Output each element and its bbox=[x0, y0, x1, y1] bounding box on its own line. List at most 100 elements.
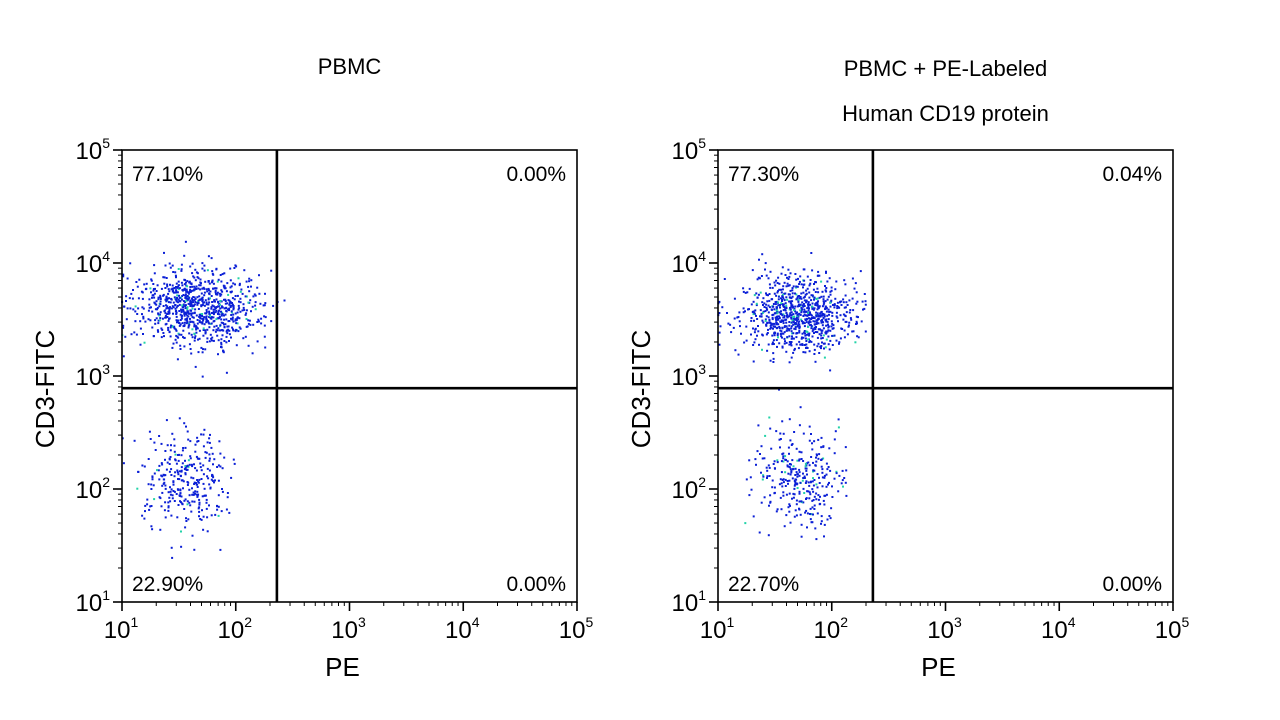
event-dot bbox=[744, 291, 747, 294]
event-dot bbox=[243, 269, 246, 272]
event-dot bbox=[827, 329, 830, 332]
event-dot bbox=[767, 343, 770, 346]
event-dot bbox=[831, 334, 834, 337]
event-dot bbox=[216, 291, 219, 294]
event-dot bbox=[220, 318, 223, 321]
event-dot bbox=[205, 507, 208, 510]
event-dot bbox=[816, 297, 819, 300]
event-dot bbox=[132, 308, 135, 311]
event-dot bbox=[788, 321, 791, 323]
event-dot bbox=[833, 306, 836, 309]
event-dot bbox=[801, 479, 804, 482]
event-dot bbox=[163, 276, 166, 279]
event-dot bbox=[808, 317, 811, 320]
event-dot bbox=[195, 482, 197, 484]
event-dot bbox=[787, 472, 790, 475]
event-dot bbox=[806, 490, 809, 493]
event-dot bbox=[750, 303, 753, 306]
population-1 bbox=[121, 240, 286, 378]
event-dot bbox=[804, 293, 807, 296]
event-dot bbox=[208, 459, 211, 462]
event-dot bbox=[193, 303, 196, 306]
event-dot bbox=[238, 326, 241, 329]
event-dot bbox=[256, 321, 259, 323]
event-dot bbox=[742, 307, 745, 310]
event-dot bbox=[246, 325, 249, 328]
event-dot bbox=[792, 492, 795, 495]
event-dot bbox=[837, 418, 840, 421]
event-dot bbox=[808, 296, 811, 299]
event-dot bbox=[172, 271, 175, 273]
event-dot bbox=[137, 307, 140, 310]
event-dot bbox=[808, 484, 811, 487]
event-dot bbox=[200, 469, 203, 472]
event-dot bbox=[783, 325, 786, 328]
event-dot bbox=[160, 327, 163, 330]
event-dot bbox=[819, 314, 822, 317]
event-dot bbox=[160, 474, 163, 477]
event-dot bbox=[188, 494, 191, 497]
event-dot bbox=[809, 513, 811, 515]
event-dot bbox=[187, 315, 190, 318]
event-dot bbox=[190, 476, 193, 479]
event-dot bbox=[174, 271, 177, 274]
event-dot bbox=[263, 335, 266, 338]
event-dot bbox=[800, 451, 803, 454]
x-axis-label: PE bbox=[325, 652, 360, 682]
event-dot bbox=[208, 301, 211, 304]
event-dot bbox=[168, 309, 171, 312]
event-dot bbox=[153, 292, 156, 295]
event-dot bbox=[772, 303, 775, 305]
event-dot bbox=[201, 315, 204, 317]
event-dot bbox=[264, 316, 267, 319]
event-dot bbox=[794, 481, 797, 484]
event-dot bbox=[784, 455, 787, 458]
x-tick-label: 103 bbox=[927, 614, 962, 644]
event-dot bbox=[169, 301, 172, 304]
event-dot bbox=[780, 291, 783, 294]
event-dot bbox=[193, 312, 196, 315]
event-dot bbox=[819, 315, 822, 318]
minor-ticks bbox=[714, 154, 1169, 606]
event-dot bbox=[224, 323, 227, 326]
event-dot bbox=[851, 277, 854, 280]
event-dot bbox=[817, 438, 820, 441]
event-dot bbox=[175, 276, 177, 279]
event-dot bbox=[163, 335, 165, 338]
event-dot bbox=[719, 325, 722, 328]
event-dot bbox=[855, 323, 857, 325]
event-dot bbox=[814, 360, 817, 363]
event-dot bbox=[860, 320, 863, 323]
event-dot bbox=[147, 309, 150, 312]
event-dot bbox=[773, 460, 776, 463]
event-dot bbox=[753, 311, 756, 314]
y-tick-label: 101 bbox=[672, 587, 707, 617]
event-dot bbox=[162, 305, 165, 307]
event-dot bbox=[768, 293, 771, 295]
event-dot bbox=[208, 457, 211, 460]
event-dot bbox=[848, 324, 850, 327]
event-dot bbox=[200, 346, 203, 349]
event-dot bbox=[151, 294, 154, 297]
event-dot bbox=[829, 305, 832, 308]
event-dot bbox=[815, 538, 818, 541]
event-dot bbox=[840, 300, 843, 303]
event-dot bbox=[765, 323, 768, 326]
event-dot bbox=[815, 483, 818, 486]
event-dot bbox=[204, 348, 207, 351]
event-dot bbox=[205, 312, 208, 315]
event-dot bbox=[204, 456, 207, 459]
event-dot bbox=[150, 278, 153, 281]
event-dot bbox=[788, 503, 791, 506]
event-dot bbox=[783, 525, 786, 528]
event-dot bbox=[157, 298, 160, 301]
event-dot bbox=[172, 342, 175, 345]
event-dot bbox=[227, 325, 230, 328]
event-dot bbox=[191, 316, 194, 319]
event-dot bbox=[210, 295, 213, 297]
event-dot bbox=[781, 327, 784, 330]
event-dot bbox=[172, 326, 175, 329]
event-dot bbox=[776, 508, 779, 511]
event-dot bbox=[800, 292, 803, 295]
event-dot bbox=[175, 493, 178, 495]
